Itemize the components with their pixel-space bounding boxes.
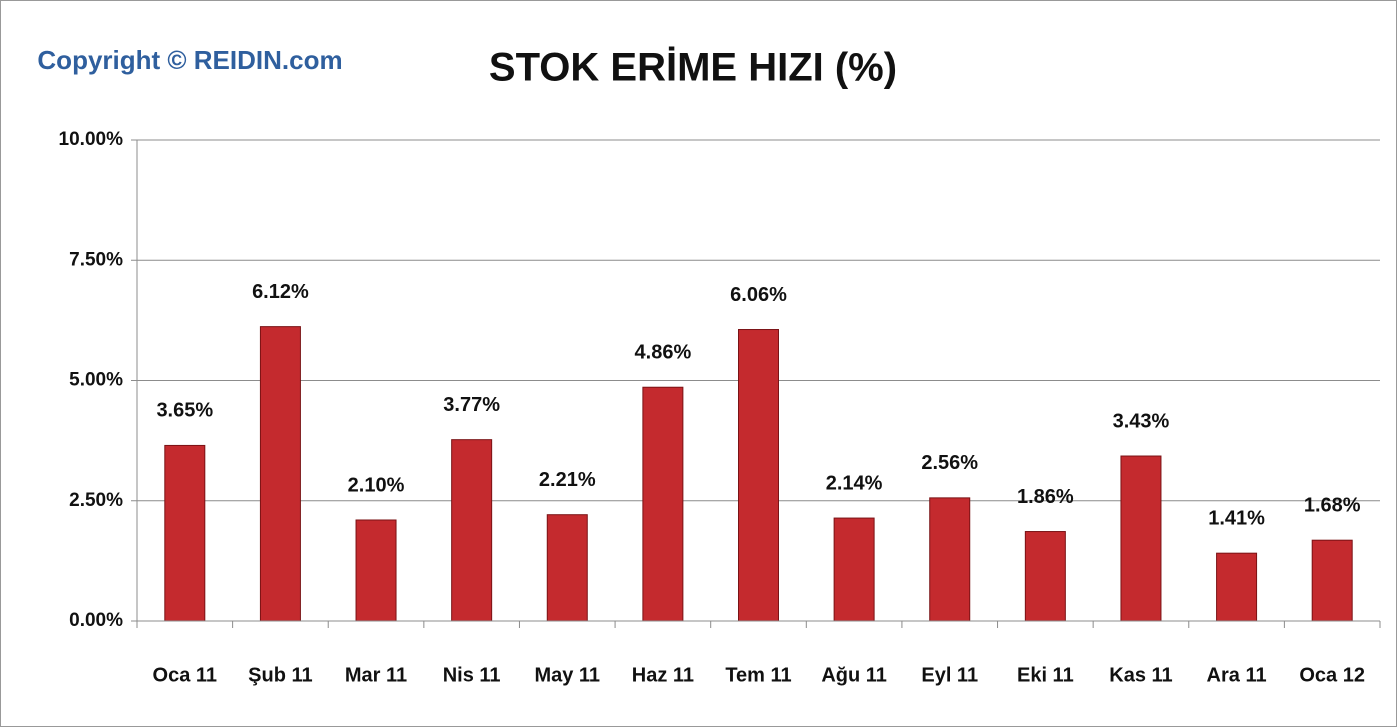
value-label: 6.12% (252, 281, 309, 303)
y-tick-label: 7.50% (69, 249, 123, 270)
bar (546, 514, 588, 622)
value-label: 2.10% (348, 474, 405, 496)
x-tick-label: Eki 11 (1017, 664, 1074, 686)
bar (451, 439, 493, 622)
x-tick-label: Tem 11 (725, 664, 791, 686)
bar (642, 386, 684, 622)
bar (833, 517, 875, 622)
x-tick-label: Eyl 11 (921, 664, 978, 686)
value-label: 1.86% (1017, 486, 1074, 508)
bar (1311, 539, 1353, 622)
y-tick-label: 2.50% (69, 490, 123, 511)
copyright: Copyright © REIDIN.com (37, 45, 342, 75)
value-label: 3.77% (443, 394, 500, 416)
value-label: 1.41% (1208, 507, 1265, 529)
chart-title: STOK ERİME HIZI (%) (489, 46, 897, 90)
bar (164, 444, 206, 622)
bar (259, 326, 301, 622)
value-label: 2.21% (539, 469, 596, 491)
x-tick-label: Oca 12 (1299, 664, 1365, 686)
x-tick-label: Haz 11 (632, 664, 694, 686)
bar (355, 519, 397, 622)
value-label: 3.65% (156, 400, 213, 422)
value-label: 4.86% (635, 342, 692, 364)
x-tick-label: Ağu 11 (821, 664, 887, 686)
x-tick-label: Kas 11 (1109, 664, 1172, 686)
bar (738, 329, 779, 622)
y-tick-label: 5.00% (69, 370, 123, 391)
x-tick-label: Nis 11 (443, 664, 501, 686)
value-label: 3.43% (1113, 410, 1170, 432)
value-label: 2.56% (921, 452, 978, 474)
value-label: 6.06% (730, 284, 787, 306)
value-label: 1.68% (1304, 494, 1361, 516)
bar (1120, 455, 1162, 622)
x-tick-label: Mar 11 (345, 664, 407, 686)
bar (1024, 531, 1066, 622)
y-tick-label: 0.00% (69, 610, 123, 631)
x-tick-label: Ara 11 (1207, 664, 1267, 686)
x-tick-label: Oca 11 (153, 664, 218, 686)
bar (1216, 552, 1258, 622)
bar (929, 497, 971, 622)
x-tick-label: Şub 11 (248, 664, 312, 686)
value-label: 2.14% (826, 472, 883, 494)
x-tick-label: May 11 (534, 664, 600, 686)
y-tick-label: 10.00% (59, 129, 124, 150)
